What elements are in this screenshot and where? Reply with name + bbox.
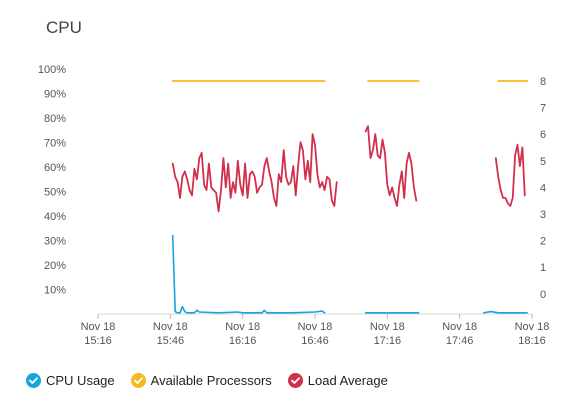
legend-label: CPU Usage [46,373,115,388]
y-left-tick-label: 50% [44,187,66,199]
x-tick-time: 17:16 [374,335,402,347]
y-left-tick-label: 100% [38,64,66,76]
legend-item-load-average[interactable]: Load Average [287,373,388,388]
x-tick-date: Nov 18 [225,321,260,333]
y-right-tick-label: 5 [540,156,546,168]
y-left-tick-label: 60% [44,162,66,174]
x-tick-date: Nov 18 [515,321,550,333]
x-tick-time: 16:46 [301,335,329,347]
y-right-tick-label: 3 [540,209,546,221]
chart-title: CPU [46,18,82,37]
series-line-segment [171,234,326,314]
y-left-tick-label: 40% [44,211,66,223]
y-right-tick-label: 8 [540,76,546,88]
legend: CPU Usage Available Processors Load Aver… [26,373,404,388]
legend-item-cpu-usage[interactable]: CPU Usage [26,373,115,388]
y-left-tick-label: 90% [44,89,66,101]
y-left-tick-label: 80% [44,113,66,125]
check-circle-icon [287,373,303,388]
x-tick: Nov 18 16:46 [298,314,333,347]
x-tick: Nov 18 18:16 [515,314,550,347]
x-tick: Nov 18 17:46 [442,314,477,347]
right-axis: 0 1 2 3 4 5 6 7 8 [540,76,546,301]
series-line-segment [364,125,418,207]
x-tick-time: 18:16 [518,335,546,347]
x-axis: Nov 18 15:16 Nov 18 15:46 Nov 18 16:16 Nov 18 1… [81,314,550,347]
check-circle-icon [130,373,146,388]
y-right-tick-label: 4 [540,182,546,194]
y-left-tick-label: 10% [44,285,66,297]
x-tick-time: 17:46 [446,335,474,347]
left-axis: 10% 20% 30% 40% 50% 60% 70% 80% 90% 100% [38,64,66,297]
series-line-segment [171,133,338,213]
legend-item-available-processors[interactable]: Available Processors [130,373,272,388]
x-tick: Nov 18 17:16 [370,314,405,347]
cpu-chart: 10% 20% 30% 40% 50% 60% 70% 80% 90% 100% 0 1 2 3 4 5 6 7… [38,64,550,347]
series-layer [171,80,529,314]
y-left-tick-label: 20% [44,260,66,272]
x-tick: Nov 18 15:16 [81,314,116,347]
y-left-tick-label: 70% [44,138,66,150]
series-cpu-usage [171,234,529,314]
y-right-tick-label: 0 [540,289,546,301]
x-tick-date: Nov 18 [442,321,477,333]
series-line-segment [482,310,529,314]
y-right-tick-label: 7 [540,103,546,115]
legend-label: Available Processors [150,373,272,388]
y-right-tick-label: 6 [540,129,546,141]
y-right-tick-label: 1 [540,262,546,274]
x-tick-time: 16:16 [229,335,257,347]
x-tick: Nov 18 15:46 [153,314,188,347]
x-tick-time: 15:16 [84,335,112,347]
x-tick-date: Nov 18 [81,321,116,333]
series-load-average [171,125,526,213]
x-tick-time: 15:46 [157,335,185,347]
y-left-tick-label: 30% [44,236,66,248]
x-tick-date: Nov 18 [298,321,333,333]
x-tick: Nov 18 16:16 [225,314,260,347]
check-circle-icon [26,373,41,388]
legend-label: Load Average [307,373,388,388]
series-line-segment [494,143,526,207]
y-right-tick-label: 2 [540,236,546,248]
x-tick-date: Nov 18 [153,321,188,333]
x-tick-date: Nov 18 [370,321,405,333]
